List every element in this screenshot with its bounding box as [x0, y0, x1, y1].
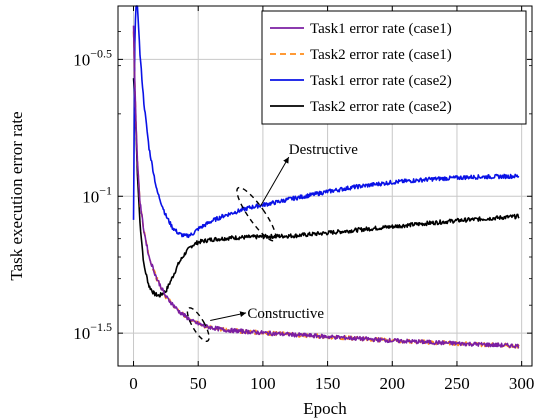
destructive-label: Destructive: [289, 142, 358, 158]
y-axis-label: Task execution error rate: [7, 111, 26, 280]
y-tick-label: 10−1: [82, 183, 112, 206]
legend-label-4: Task2 error rate (case2): [310, 99, 452, 115]
x-tick-label: 250: [444, 374, 470, 393]
plot-frame: [117, 5, 533, 367]
constructive-arrow: [210, 311, 247, 322]
legend: Task1 error rate (case1) Task2 error rate…: [261, 10, 527, 125]
y-tick-label: 10−1.5: [73, 320, 112, 343]
x-axis-label: Epoch: [303, 399, 347, 418]
series-line-4: [132, 78, 520, 298]
x-tick-label: 50: [190, 374, 207, 393]
destructive-ellipse: [236, 186, 277, 242]
constructive-ellipse: [186, 307, 210, 342]
legend-label-2: Task2 error rate (case1): [310, 47, 452, 63]
legend-label-3: Task1 error rate (case2): [310, 73, 452, 89]
series-group: [132, 5, 520, 349]
x-tick-label: 0: [129, 374, 138, 393]
legend-label-1: Task1 error rate (case1): [310, 21, 452, 37]
constructive-label: Constructive: [247, 306, 324, 322]
legend-box: [261, 10, 527, 125]
annotations: Destructive Constructive: [186, 142, 358, 342]
ticks: 0 50 100 150 200 250 300 10−0.5 10−1 10−1.5: [73, 6, 534, 393]
x-tick-label: 150: [315, 374, 341, 393]
y-tick-label: 10−0.5: [73, 46, 112, 69]
series-line-1: [132, 25, 520, 349]
series-line-3: [132, 5, 520, 239]
destructive-arrow: [259, 156, 290, 207]
x-tick-label: 100: [250, 374, 276, 393]
x-tick-label: 300: [509, 374, 535, 393]
x-tick-label: 200: [380, 374, 406, 393]
